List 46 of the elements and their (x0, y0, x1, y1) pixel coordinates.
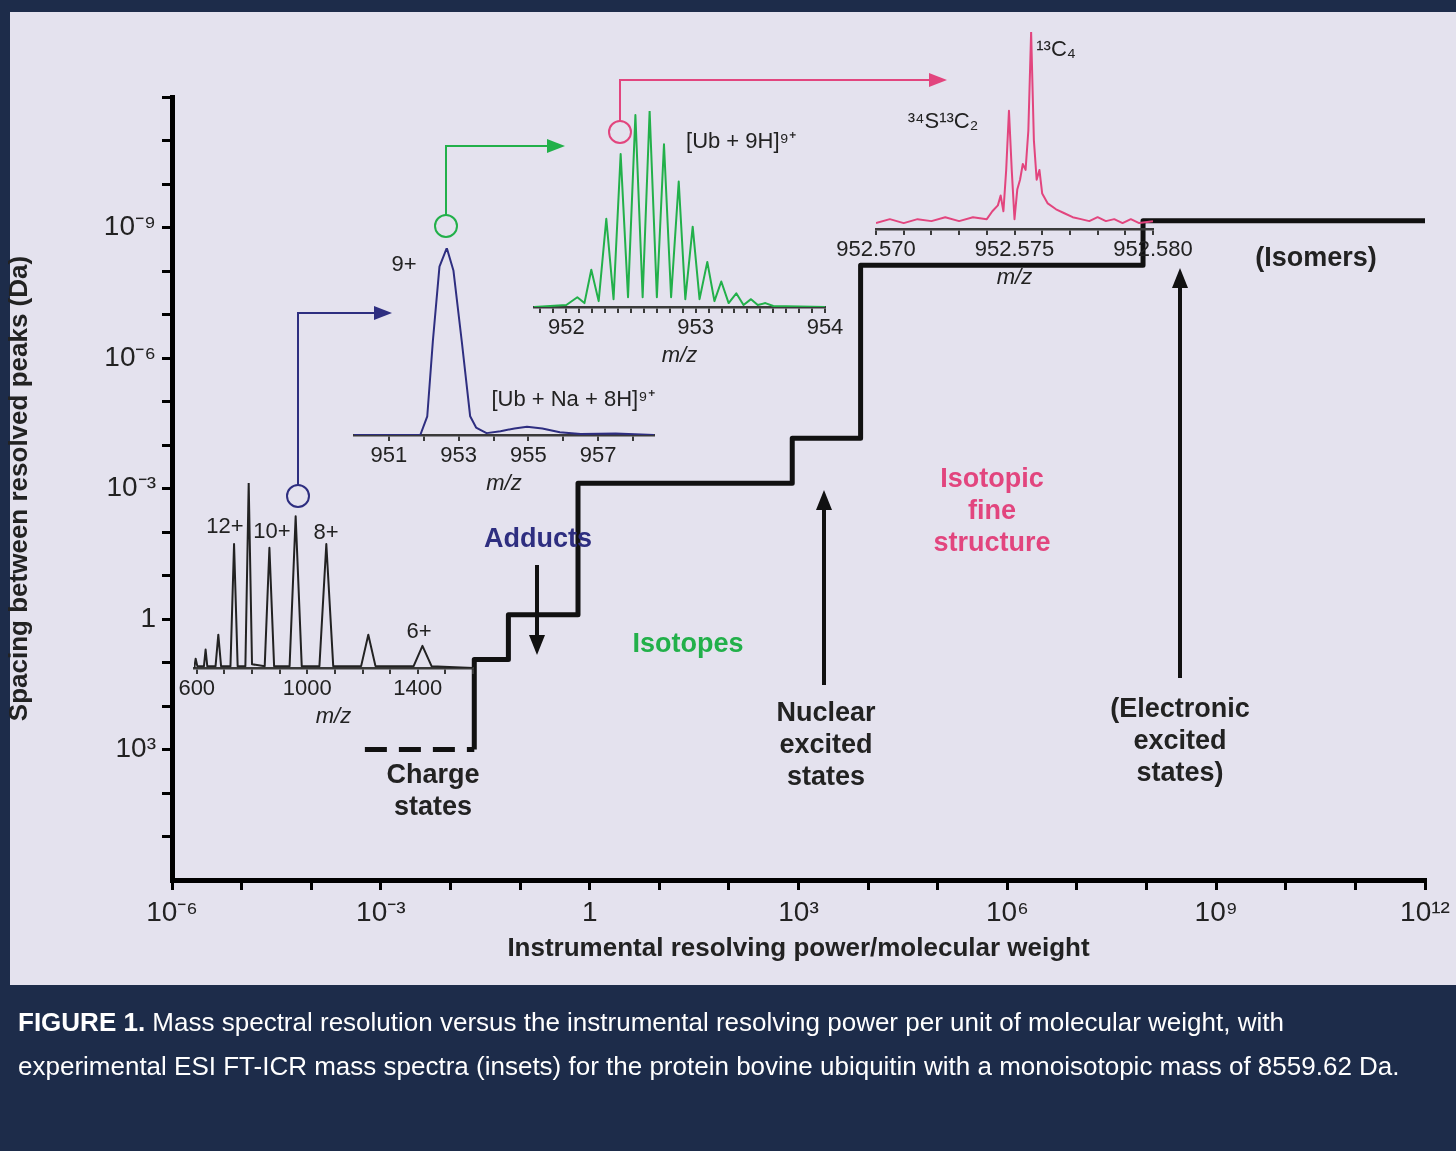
x-tick-label: 955 (510, 442, 547, 468)
x-tick-label: 10⁻⁶ (146, 895, 198, 927)
x-axis-title: Instrumental resolving power/molecular weight (507, 931, 1090, 962)
x-tick-label: 953 (440, 442, 478, 468)
x-tick-label: 600 (178, 675, 216, 701)
x-axis-title: m/z (996, 263, 1033, 289)
annotation: Charge states (386, 759, 480, 822)
annotation: 12+ (206, 513, 244, 539)
x-tick-label: 954 (806, 314, 844, 340)
annotation: ³⁴S¹³C₂ (907, 108, 979, 134)
x-tick-label: 1000 (282, 675, 332, 701)
y-tick-label: 1 (140, 601, 156, 633)
annotation: [Ub + 9H]⁹⁺ (686, 128, 796, 154)
x-tick-label: 951 (370, 442, 408, 468)
annotation: (Electronic excited states) (1110, 693, 1250, 788)
x-axis-title: m/z (486, 469, 522, 495)
y-tick-label: 10³ (115, 732, 156, 764)
x-tick-label: 952 (547, 314, 585, 340)
x-tick-label: 953 (677, 314, 715, 340)
annotation: Isotopic fine structure (933, 463, 1051, 558)
y-tick-label: 10⁻³ (106, 471, 156, 503)
caption: FIGURE 1. Mass spectral resolution versus the instrumental resolving power per unit of molecular weight, with experimental ESI FT-ICR mass spectra (insets) for the protein bovine ubiquitin with a monoisotopic mass of 8559.62 Da. (18, 1006, 1401, 1083)
annotation: [Ub + Na + 8H]⁹⁺ (491, 386, 655, 412)
annotation: 9+ (391, 251, 417, 277)
x-tick-label: 10¹² (1400, 895, 1450, 927)
x-tick-label: 10⁶ (986, 895, 1029, 927)
annotation: Nuclear excited states (776, 697, 877, 792)
x-tick-label: 10³ (778, 895, 819, 927)
y-axis-title: Spacing between resolved peaks (Da) (2, 255, 33, 722)
x-axis-title: m/z (315, 702, 352, 728)
annotation: ¹³C₄ (1036, 36, 1076, 62)
y-tick-label: 10⁻⁶ (104, 340, 156, 372)
annotation: (Isomers) (1255, 242, 1377, 273)
annotation: 10+ (253, 518, 291, 544)
annotation: 8+ (313, 519, 339, 545)
x-axis-title: m/z (661, 341, 698, 367)
x-tick-label: 952.570 (836, 236, 916, 262)
x-tick-label: 10⁻³ (356, 895, 406, 927)
x-tick-label: 957 (579, 442, 617, 468)
y-tick-label: 10⁻⁹ (103, 210, 156, 242)
x-tick-label: 10⁹ (1194, 895, 1238, 927)
x-tick-label: 1400 (393, 675, 443, 701)
x-tick-label: 952.575 (974, 236, 1055, 262)
annotation: 6+ (406, 618, 432, 644)
x-tick-label: 1 (581, 895, 598, 927)
annotation: Isotopes (632, 628, 744, 659)
